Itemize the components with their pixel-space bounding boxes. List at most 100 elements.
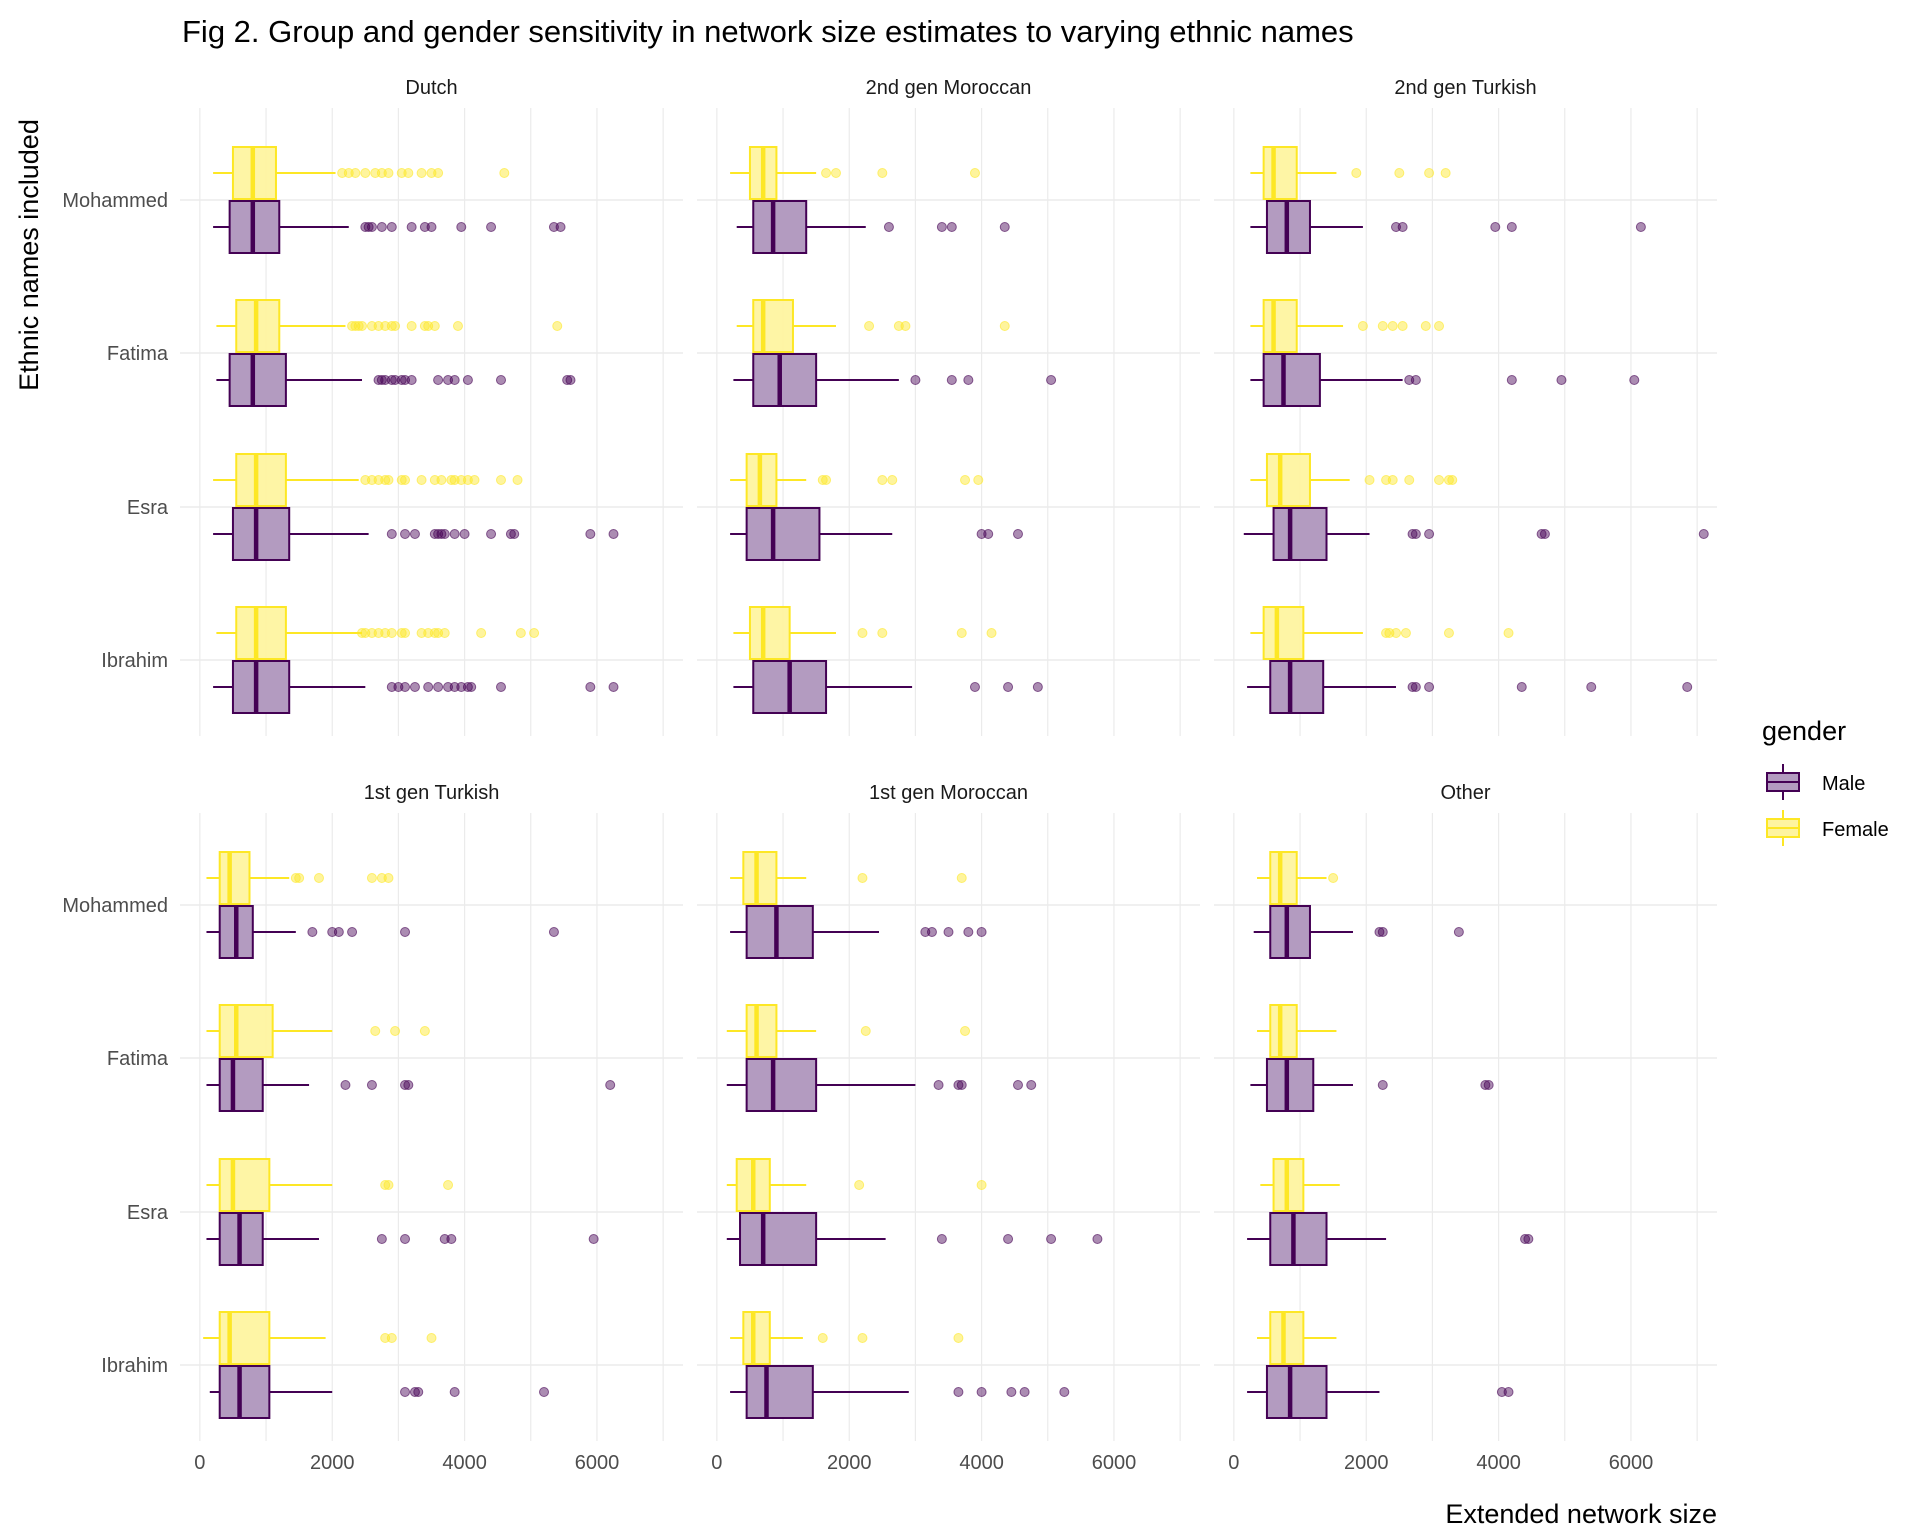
outlier-point [854, 1180, 865, 1190]
outlier-point [357, 628, 368, 638]
outlier-point [396, 375, 407, 385]
outlier-point [585, 682, 596, 692]
outlier-point [416, 475, 427, 485]
box-iqr [1269, 1311, 1305, 1365]
outlier-point [1483, 1080, 1494, 1090]
outlier-point [400, 1080, 411, 1090]
outlier-point [986, 628, 997, 638]
panel-0: Dutch Mohammed Fatima Esra Ibrahim [62, 77, 683, 736]
outlier-point [363, 222, 374, 232]
box-male [216, 353, 576, 407]
outlier-point [439, 628, 450, 638]
outlier-point [529, 628, 540, 638]
legend: gender Male Female [1762, 716, 1889, 846]
box-male [206, 905, 559, 959]
outlier-point [1407, 529, 1418, 539]
x-tick-label: 4000 [1476, 1452, 1521, 1474]
outlier-point [1586, 682, 1597, 692]
outlier-point [386, 628, 397, 638]
outlier-point [433, 682, 444, 692]
outlier-point [449, 375, 460, 385]
outlier-point [400, 682, 411, 692]
outlier-point [565, 375, 576, 385]
outlier-point [419, 1026, 430, 1036]
outlier-point [1490, 222, 1501, 232]
box-male [213, 507, 619, 561]
outlier-point [956, 1080, 967, 1090]
panel-5: Other 0 2000 4000 6000 [1214, 782, 1717, 1474]
y-tick-label: Esra [127, 497, 169, 519]
outlier-point [376, 1234, 387, 1244]
outlier-point [956, 628, 967, 638]
outlier-point [1092, 1234, 1103, 1244]
outlier-point [1377, 321, 1388, 331]
outlier-point [433, 168, 444, 178]
outlier-point [353, 321, 364, 331]
outlier-point [449, 529, 460, 539]
x-tick-label: 2000 [310, 1452, 355, 1474]
box-male [726, 1058, 1037, 1112]
outlier-point [505, 529, 516, 539]
box-male [1247, 1212, 1534, 1266]
outlier-point [1424, 168, 1435, 178]
outlier-point [960, 475, 971, 485]
box-iqr [745, 905, 814, 959]
outlier-point [406, 321, 417, 331]
box-male [206, 1212, 599, 1266]
outlier-point [340, 1080, 351, 1090]
outlier-point [585, 529, 596, 539]
outlier-point [864, 321, 875, 331]
outlier-point [439, 529, 450, 539]
outlier-point [436, 529, 447, 539]
outlier-point [350, 168, 361, 178]
outlier-point [817, 1333, 828, 1343]
outlier-point [953, 1080, 964, 1090]
x-tick-label: 2000 [1344, 1452, 1389, 1474]
box-female [206, 851, 394, 905]
outlier-point [1410, 682, 1421, 692]
outlier-point [973, 475, 984, 485]
outlier-point [1397, 222, 1408, 232]
box-iqr [228, 353, 287, 407]
x-tick-label: 6000 [1609, 1452, 1654, 1474]
outlier-point [433, 375, 444, 385]
box-female [216, 606, 540, 660]
box-iqr [218, 1058, 264, 1112]
outlier-point [1447, 475, 1458, 485]
outlier-point [400, 529, 411, 539]
legend-key-male: Male [1766, 764, 1865, 800]
box-iqr [218, 851, 251, 905]
panel-2: 2nd gen Turkish [1214, 77, 1717, 736]
x-axis-label: Extended network size [1445, 1499, 1717, 1529]
outlier-point [960, 1026, 971, 1036]
y-tick-label: Esra [127, 1202, 169, 1224]
outlier-point [1434, 475, 1445, 485]
box-iqr [1265, 1365, 1328, 1419]
box-male [733, 353, 1057, 407]
outlier-point [462, 682, 473, 692]
outlier-point [446, 475, 457, 485]
outlier-point [1046, 1234, 1057, 1244]
outlier-point [423, 682, 434, 692]
outlier-point [1453, 927, 1464, 937]
box-male [733, 660, 1043, 714]
outlier-point [1539, 529, 1550, 539]
outlier-point [1506, 222, 1517, 232]
box-male [726, 1212, 1103, 1266]
outlier-point [608, 529, 619, 539]
outlier-point [877, 475, 888, 485]
box-iqr [739, 1212, 818, 1266]
outlier-point [469, 475, 480, 485]
outlier-point [956, 873, 967, 883]
outlier-point [452, 321, 463, 331]
box-female [1257, 851, 1339, 905]
outlier-point [910, 375, 921, 385]
outlier-point [486, 222, 497, 232]
outlier-point [366, 873, 377, 883]
box-iqr [218, 1158, 271, 1212]
outlier-point [443, 1180, 454, 1190]
box-male [213, 660, 619, 714]
legend-label-male: Male [1822, 773, 1865, 795]
outlier-point [416, 168, 427, 178]
